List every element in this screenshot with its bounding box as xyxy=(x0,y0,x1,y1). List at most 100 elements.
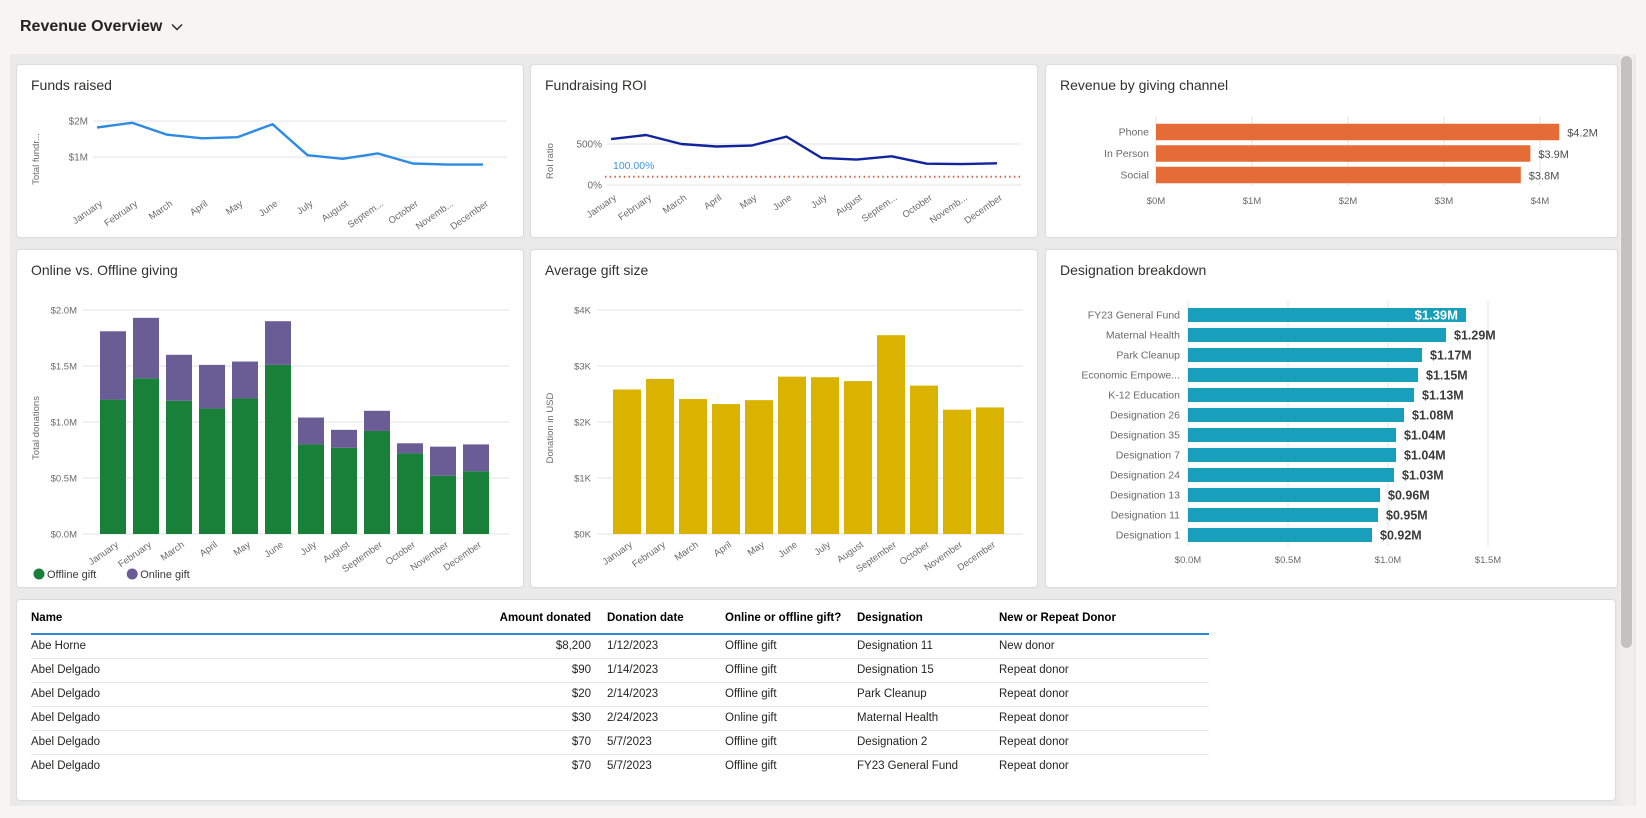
table-row[interactable]: Abel Delgado $20 2/14/2023 Offline gift Park… xyxy=(31,682,1209,707)
bar[interactable] xyxy=(1156,166,1521,184)
category-label: Economic Empowe... xyxy=(1081,370,1180,382)
bar-segment[interactable] xyxy=(133,378,159,534)
bar[interactable] xyxy=(1188,448,1396,462)
x-axis-label: June xyxy=(771,192,794,213)
bar[interactable] xyxy=(1188,368,1418,382)
y-axis-title: Donation in USD xyxy=(545,392,556,463)
bar-segment[interactable] xyxy=(943,409,971,534)
bar-segment[interactable] xyxy=(397,443,423,454)
table-cell: Repeat donor xyxy=(999,682,1209,707)
bar-segment[interactable] xyxy=(364,430,390,534)
table-cell: 1/12/2023 xyxy=(607,634,725,659)
line-series[interactable] xyxy=(96,121,483,166)
column-header[interactable]: New or Repeat Donor xyxy=(999,604,1209,635)
bar-segment[interactable] xyxy=(199,408,225,534)
legend-label[interactable]: Offline gift xyxy=(47,569,96,581)
bar-segment[interactable] xyxy=(646,378,674,534)
bar-segment[interactable] xyxy=(430,446,456,476)
bar-segment[interactable] xyxy=(298,444,324,534)
bar-segment[interactable] xyxy=(166,400,192,534)
bar-segment[interactable] xyxy=(331,447,357,534)
bar[interactable] xyxy=(1188,328,1446,342)
bar[interactable] xyxy=(1188,388,1414,402)
bar-segment[interactable] xyxy=(100,331,126,400)
bar[interactable] xyxy=(1188,428,1396,442)
bar[interactable] xyxy=(1188,528,1372,542)
bar-segment[interactable] xyxy=(100,399,126,534)
table-viewport[interactable]: Name Amount donated Donation date Online or… xyxy=(17,600,1615,772)
designation-breakdown-chart[interactable]: $0.0M $0.5M $1.0M $1.5M FY23 General Fund $1.… xyxy=(1054,278,1610,585)
bar-segment[interactable] xyxy=(166,354,192,401)
column-header[interactable]: Online or offline gift? xyxy=(725,604,857,635)
axis-label: $0K xyxy=(574,530,592,541)
table-row[interactable]: Abel Delgado $70 5/7/2023 Offline gift Desig… xyxy=(31,730,1209,755)
bar[interactable] xyxy=(1188,308,1466,322)
bar[interactable] xyxy=(1188,348,1422,362)
axis-label: $1.0M xyxy=(1375,555,1401,566)
online-vs-offline-chart[interactable]: $0.0M $0.5M $1.0M $1.5M $2.0M JanuaryFebruary… xyxy=(25,278,517,585)
table-cell: New donor xyxy=(999,634,1209,659)
column-header[interactable]: Designation xyxy=(857,604,999,635)
bar-segment[interactable] xyxy=(811,377,839,534)
bar-segment[interactable] xyxy=(778,376,806,534)
category-label: Park Cleanup xyxy=(1116,350,1180,362)
x-axis-label: January xyxy=(585,192,619,221)
x-axis-label: March xyxy=(147,198,175,222)
bar-segment[interactable] xyxy=(232,361,258,399)
x-axis-label: Novemb... xyxy=(414,198,456,232)
x-axis-label: February xyxy=(116,539,154,570)
bar-segment[interactable] xyxy=(463,444,489,472)
bar-segment[interactable] xyxy=(613,389,641,534)
bar[interactable] xyxy=(1188,508,1378,522)
column-header[interactable]: Donation date xyxy=(607,604,725,635)
bar-segment[interactable] xyxy=(679,399,707,534)
data-label: $3.9M xyxy=(1538,149,1569,161)
bar-segment[interactable] xyxy=(133,317,159,379)
bar-segment[interactable] xyxy=(976,407,1004,534)
table-row[interactable]: Abel Delgado $90 1/14/2023 Offline gift Desi… xyxy=(31,658,1209,683)
bar-segment[interactable] xyxy=(265,321,291,365)
bar-segment[interactable] xyxy=(298,417,324,445)
bar-segment[interactable] xyxy=(712,404,740,534)
scrollbar-thumb[interactable] xyxy=(1621,56,1632,648)
x-axis-label: February xyxy=(102,198,140,229)
bar-segment[interactable] xyxy=(331,429,357,448)
data-label: $1.15M xyxy=(1426,369,1468,383)
category-label: K-12 Education xyxy=(1108,390,1180,402)
bar-segment[interactable] xyxy=(232,398,258,534)
column-header[interactable]: Amount donated xyxy=(479,604,607,635)
page-scrollbar[interactable] xyxy=(1620,54,1634,806)
line-series[interactable] xyxy=(610,133,998,166)
bar[interactable] xyxy=(1156,123,1560,141)
bar-segment[interactable] xyxy=(877,335,905,534)
bar-segment[interactable] xyxy=(364,410,390,431)
table-cell: $70 xyxy=(479,754,607,772)
report-page-dropdown[interactable]: Revenue Overview xyxy=(20,18,183,36)
column-header[interactable]: Name xyxy=(31,604,479,635)
table-cell: Offline gift xyxy=(725,730,857,755)
bar[interactable] xyxy=(1188,488,1380,502)
bar-segment[interactable] xyxy=(463,471,489,534)
bar-segment[interactable] xyxy=(844,381,872,534)
table-row[interactable]: Abe Horne $8,200 1/12/2023 Offline gift Desi… xyxy=(31,634,1209,659)
axis-label: $1K xyxy=(574,474,592,485)
bar-segment[interactable] xyxy=(910,385,938,534)
bar[interactable] xyxy=(1156,145,1531,162)
bar[interactable] xyxy=(1188,408,1404,422)
bar-segment[interactable] xyxy=(430,475,456,534)
x-axis-label: June xyxy=(257,198,280,219)
y-axis-title: RoI ratio xyxy=(545,143,556,179)
legend-label[interactable]: Online gift xyxy=(140,569,190,581)
bar-segment[interactable] xyxy=(199,364,225,409)
bar-segment[interactable] xyxy=(745,400,773,534)
table-row[interactable]: Abel Delgado $30 2/24/2023 Online gift Mater… xyxy=(31,706,1209,731)
bar-segment[interactable] xyxy=(265,364,291,534)
bar-segment[interactable] xyxy=(397,453,423,534)
revenue-by-channel-chart[interactable]: $0M $1M $2M $3M $4M Phone $4.2M In Person $3.9M S… xyxy=(1054,93,1610,231)
table-cell: Offline gift xyxy=(725,754,857,772)
bar[interactable] xyxy=(1188,468,1394,482)
table-row[interactable]: Abel Delgado $70 5/7/2023 Offline gift FY23 … xyxy=(31,754,1209,772)
